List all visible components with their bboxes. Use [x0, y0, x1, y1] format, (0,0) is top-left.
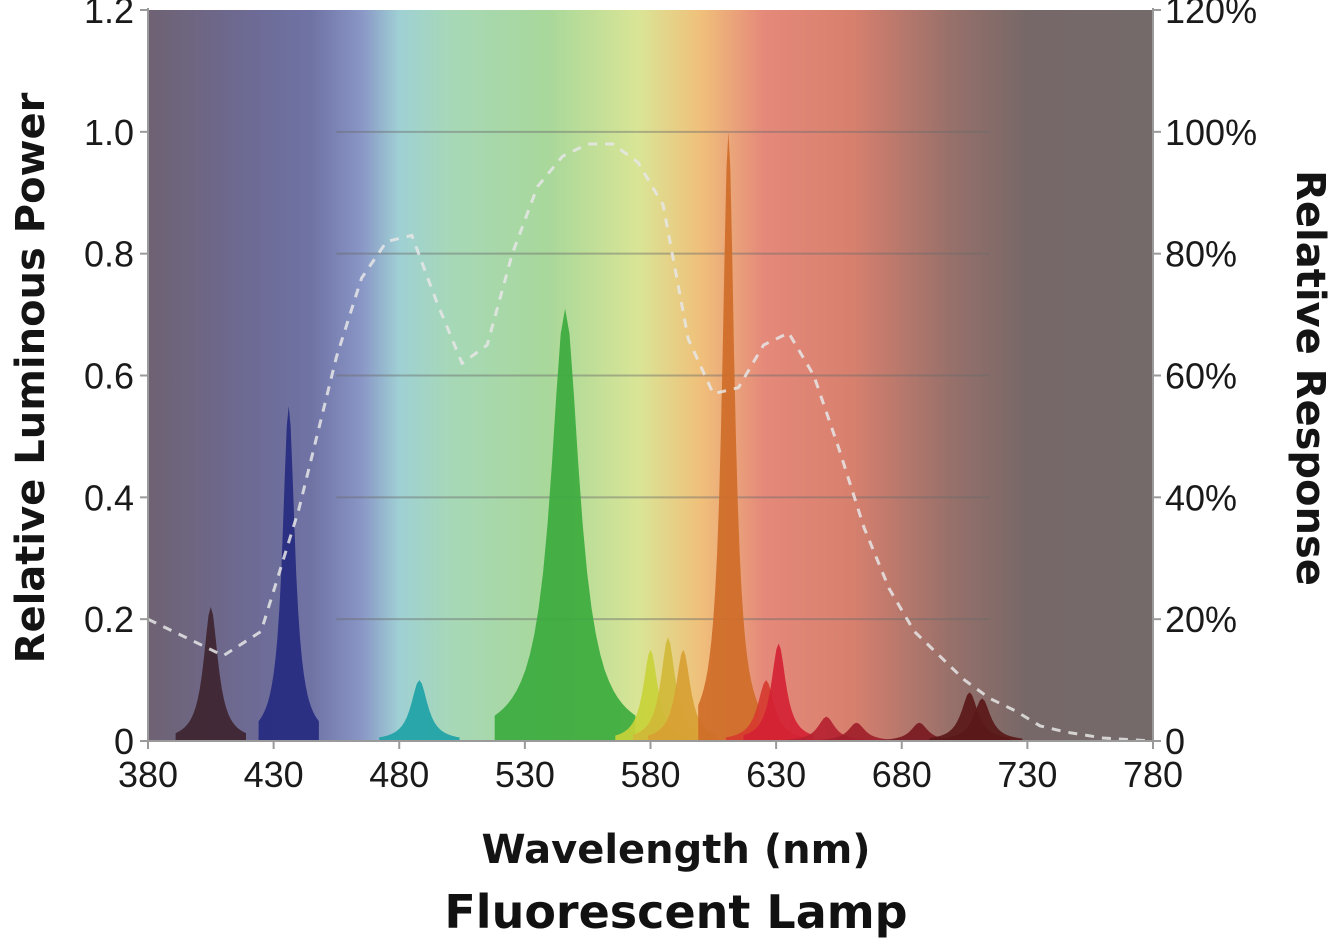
x-tick-label: 680	[872, 754, 932, 795]
x-tick-label: 530	[495, 754, 555, 795]
y2-tick-label: 60%	[1165, 356, 1237, 397]
x-tick-label: 480	[369, 754, 429, 795]
gridlines	[336, 130, 990, 621]
y2-axis-ticks: 0 20% 40% 60% 80% 100% 120%	[1153, 0, 1257, 762]
spectrum-background	[148, 10, 1153, 741]
y-tick-label: 0.2	[84, 599, 134, 640]
y-tick-label: 0.6	[84, 356, 134, 397]
y2-tick-label: 100%	[1165, 112, 1257, 153]
emission-peak	[258, 406, 319, 741]
x-tick-label: 730	[997, 754, 1057, 795]
response-curve	[148, 142, 1153, 741]
emission-peak	[379, 680, 460, 741]
y2-tick-label: 120%	[1165, 0, 1257, 31]
emission-peak	[743, 643, 814, 741]
y-tick-label: 1.2	[84, 0, 134, 31]
y2-tick-label: 40%	[1165, 477, 1237, 518]
y2-tick-label: 80%	[1165, 234, 1237, 275]
x-axis-title: Wavelength (nm)	[481, 827, 870, 873]
x-axis-ticks: 380 430 480 530 580 630 680 730 780	[118, 741, 1183, 795]
x-tick-label: 430	[244, 754, 304, 795]
emission-peak	[698, 131, 759, 741]
emission-peak	[941, 698, 1023, 741]
response-curve-line	[148, 142, 1153, 741]
y-tick-label: 0	[114, 721, 134, 762]
y-axis-ticks: 0 0.2 0.4 0.6 0.8 1.0 1.2	[84, 0, 148, 762]
emission-peak	[879, 722, 960, 741]
emission-peak	[494, 308, 636, 741]
emission-peak	[647, 649, 719, 741]
y2-tick-label: 20%	[1165, 599, 1237, 640]
emission-peak	[615, 649, 686, 741]
y2-axis-title: Relative Response	[1287, 170, 1333, 586]
x-tick-label: 380	[118, 754, 178, 795]
emission-peak	[929, 692, 1010, 741]
emission-peak	[632, 637, 704, 741]
y-tick-label: 0.8	[84, 234, 134, 275]
y-tick-label: 0.4	[84, 477, 134, 518]
emission-peak	[786, 716, 867, 741]
chart-title: Fluorescent Lamp	[444, 885, 907, 939]
y-axis-title: Relative Luminous Power	[8, 92, 54, 663]
x-tick-label: 630	[746, 754, 806, 795]
y-tick-label: 1.0	[84, 112, 134, 153]
emission-peaks	[175, 131, 1023, 741]
emission-peak	[175, 607, 246, 741]
y2-tick-label: 0	[1165, 721, 1185, 762]
x-tick-label: 780	[1123, 754, 1183, 795]
x-tick-label: 580	[620, 754, 680, 795]
emission-peak	[816, 722, 897, 741]
